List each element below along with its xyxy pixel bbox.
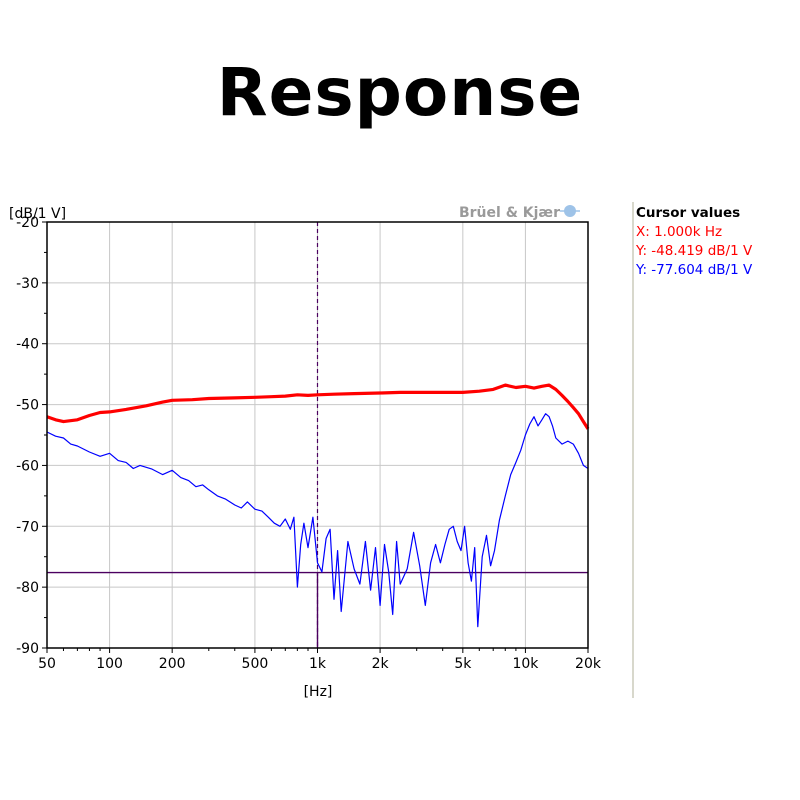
chart-axes: 50 100 200 500 1k 2k 5k 10k 20k -20 -30 -40 -50 -60 -7… [16,215,602,672]
panel-divider [632,202,634,698]
x-tick-label: 50 [38,656,56,672]
x-tick-label: 1k [309,656,327,672]
x-tick-label: 100 [96,656,123,672]
cursor-y-red-value: Y: -48.419 dB/1 V [636,243,753,259]
x-tick-label: 5k [454,656,472,672]
page-title: Response [216,54,584,131]
chart-cursor[interactable] [47,222,588,648]
cursor-y-blue-value: Y: -77.604 dB/1 V [636,262,753,278]
brand-name: Brüel & Kjær [459,205,560,221]
x-tick-label: 200 [159,656,186,672]
y-tick-label: -50 [16,398,39,414]
y-tick-label: -20 [16,215,39,231]
x-tick-label: 2k [372,656,390,672]
y-tick-label: -90 [16,641,39,657]
x-tick-label: 500 [242,656,269,672]
series-blue-line [46,413,589,628]
cursor-values-title: Cursor values [636,205,741,221]
y-tick-label: -80 [16,580,39,596]
y-tick-label: -30 [16,276,39,292]
y-tick-label: -40 [16,337,39,353]
brand-logo: Brüel & Kjær [459,205,580,221]
cursor-x-value: X: 1.000k Hz [636,224,723,240]
x-tick-label: 20k [575,656,602,672]
globe-icon [560,205,580,217]
x-axis-unit-label: [Hz] [304,684,333,700]
y-axis-unit-label: [dB/1 V] [9,206,66,222]
chart-series [46,383,590,628]
y-tick-label: -60 [16,458,39,474]
cursor-values-panel: Cursor values X: 1.000k Hz Y: -48.419 dB… [636,204,800,280]
y-tick-label: -70 [16,519,39,535]
series-red-line [46,383,590,430]
x-tick-label: 10k [512,656,539,672]
